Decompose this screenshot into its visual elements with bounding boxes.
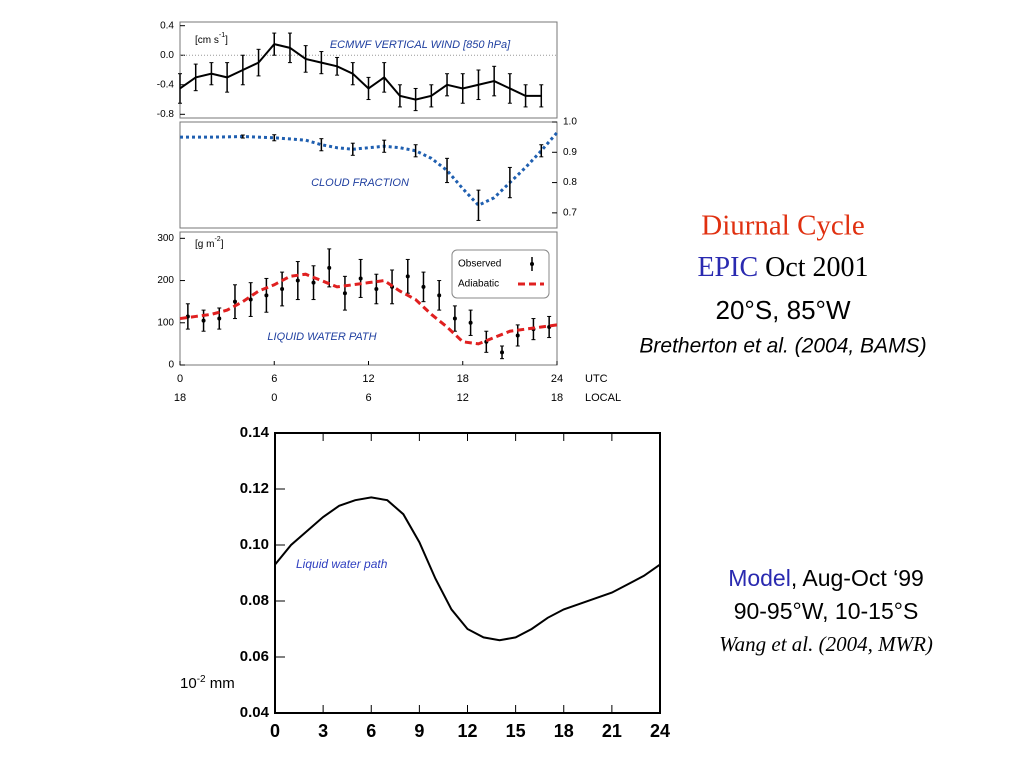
x-tick-label: 6 — [366, 721, 376, 741]
x-tick-label: 24 — [551, 373, 563, 385]
unit-end: mm — [206, 675, 235, 692]
x-tick-label: 15 — [506, 721, 526, 741]
unit-base: 10 — [180, 675, 197, 692]
x-tick-label-local: 18 — [174, 392, 186, 404]
y-tick-label: 0.12 — [240, 480, 269, 497]
panel-title: ECMWF VERTICAL WIND [850 hPa] — [330, 39, 511, 51]
legend-label: Adiabatic — [458, 279, 499, 290]
plot-frame — [274, 432, 661, 714]
series-line — [179, 272, 558, 346]
period: Oct 2001 — [758, 252, 868, 283]
unit-sup: -2 — [197, 674, 206, 685]
chart: 0.4 0.0 -0.4 -0.8 ECMWF VERTICAL WIND [850 h… — [157, 20, 558, 120]
x-tick-label: 6 — [271, 373, 277, 385]
x-tick-label-local: 0 — [271, 392, 277, 404]
y-tick-label: 0.7 — [563, 207, 577, 218]
caption-campaign: EPIC Oct 2001 — [697, 252, 868, 283]
x-tick-label: 3 — [318, 721, 328, 741]
chart: 0 100 200 300 0 6 12 18 24 18 0 6 12 18 UTC LOCAL LIQUID… — [157, 231, 621, 404]
x-axis-label: UTC — [585, 373, 608, 385]
y-tick-label: 0.04 — [240, 704, 270, 721]
unit-sup: -2 — [214, 236, 220, 243]
unit-end: ] — [225, 35, 228, 46]
chart: 1.0 0.9 0.8 0.7 CLOUD FRACTION — [179, 117, 577, 229]
series-line — [274, 496, 661, 642]
unit-end: ] — [221, 239, 224, 250]
caption-reference: Wang et al. (2004, MWR) — [719, 632, 933, 656]
x-tick-label-local: 6 — [365, 392, 371, 404]
x-axis-label: LOCAL — [585, 392, 621, 404]
x-tick-label: 0 — [177, 373, 183, 385]
y-tick-label: 0 — [168, 360, 174, 371]
y-tick-label: 200 — [157, 275, 174, 286]
y-tick-label: 0.0 — [160, 50, 174, 61]
y-tick-label: 1.0 — [563, 117, 577, 128]
plot-frame — [179, 121, 558, 229]
panel-title: CLOUD FRACTION — [311, 177, 409, 189]
unit-base: [cm s — [195, 35, 219, 46]
x-tick-label: 24 — [650, 721, 670, 741]
x-tick-label: 21 — [602, 721, 622, 741]
series-line — [179, 43, 542, 101]
caption-location: 20°S, 85°W — [716, 295, 851, 325]
caption-reference: Bretherton et al. (2004, BAMS) — [639, 335, 926, 358]
y-tick-label: 0.06 — [240, 648, 269, 665]
period: , Aug-Oct ‘99 — [791, 565, 924, 591]
x-tick-label: 12 — [457, 721, 477, 741]
y-unit: [g m-2] — [195, 236, 224, 250]
model-caption: Model, Aug-Oct ‘99 90-95°W, 10-15°S Wang… — [719, 565, 933, 656]
x-tick-label: 0 — [270, 721, 280, 741]
legend-box — [451, 249, 550, 299]
epic-caption: Diurnal Cycle EPIC Oct 2001 20°S, 85°W B… — [639, 210, 926, 358]
y-tick-label: 0.4 — [160, 20, 174, 31]
x-tick-label-local: 18 — [551, 392, 563, 404]
plot-frame — [179, 21, 558, 119]
y-tick-label: -0.4 — [157, 79, 175, 90]
x-tick-label: 9 — [414, 721, 424, 741]
x-tick-label: 12 — [362, 373, 374, 385]
y-tick-label: 300 — [157, 233, 174, 244]
y-tick-label: 0.8 — [563, 177, 577, 188]
legend-label: Observed — [458, 259, 501, 270]
x-tick-label-local: 12 — [457, 392, 469, 404]
y-tick-label: -0.8 — [157, 109, 175, 120]
y-tick-label: 0.08 — [240, 592, 269, 609]
x-tick-label: 18 — [457, 373, 469, 385]
unit-sup: -1 — [219, 32, 225, 39]
y-tick-label: 100 — [157, 317, 174, 328]
panel-title: LIQUID WATER PATH — [267, 331, 376, 343]
annotation: Liquid water path — [296, 557, 388, 571]
y-tick-label: 0.14 — [240, 424, 270, 441]
caption-title: Diurnal Cycle — [701, 210, 864, 242]
chart: 0.14 0.12 0.10 0.08 0.06 0.040 3 6 9 12 15 18 21 24 Li… — [180, 424, 670, 741]
campaign: EPIC — [697, 252, 758, 283]
y-tick-label: 0.10 — [240, 536, 269, 553]
caption-location: 90-95°W, 10-15°S — [734, 598, 919, 624]
unit-base: [g m — [195, 239, 214, 250]
legend-swatch — [530, 262, 534, 266]
caption-source: Model, Aug-Oct ‘99 — [728, 565, 924, 591]
y-tick-label: 0.9 — [563, 147, 577, 158]
series-line — [180, 131, 559, 208]
y-unit: [cm s-1] — [195, 32, 228, 46]
x-tick-label: 18 — [554, 721, 574, 741]
source: Model — [728, 565, 791, 591]
y-unit: 10-2 mm — [180, 674, 235, 692]
